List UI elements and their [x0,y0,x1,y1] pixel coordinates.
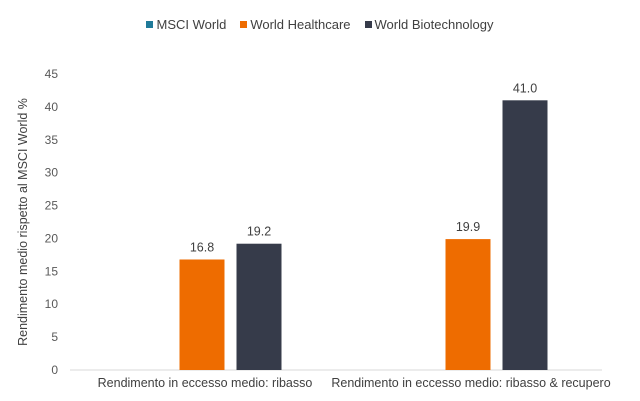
y-tick-label: 5 [51,330,58,344]
legend-item-world-biotechnology: World Biotechnology [364,17,494,32]
y-tick-label: 30 [45,166,59,180]
y-axis-title: Rendimento medio rispetto al MSCI World … [16,98,30,346]
legend: MSCI World World Healthcare World Biotec… [0,17,640,32]
y-tick-label: 20 [45,231,59,245]
bar-world-healthcare [445,239,491,370]
legend-label: World Biotechnology [374,17,494,32]
y-tick-label: 40 [45,100,59,114]
legend-item-msci-world: MSCI World [146,17,226,32]
y-tick-label: 45 [45,67,59,81]
legend-swatch [364,21,372,28]
data-label: 16.8 [190,240,214,254]
x-tick-label: Rendimento in eccesso medio: ribasso & r… [331,376,610,390]
data-label: 19.9 [456,220,480,234]
legend-swatch [146,21,154,28]
y-tick-label: 35 [45,133,59,147]
bar-world-biotechnology [502,100,548,371]
y-tick-label: 15 [45,264,59,278]
y-tick-label: 10 [45,297,59,311]
legend-swatch [240,21,248,28]
legend-label: MSCI World [156,17,227,32]
y-tick-label: 0 [51,363,58,377]
legend-item-world-healthcare: World Healthcare [240,17,351,32]
bar-world-healthcare [179,259,225,370]
bar-world-biotechnology [236,243,282,370]
data-label: 41.0 [513,81,537,95]
legend-label: World Healthcare [250,17,351,32]
x-tick-label: Rendimento in eccesso medio: ribasso [98,376,313,390]
y-tick-label: 25 [45,199,59,213]
data-label: 19.2 [247,225,271,239]
